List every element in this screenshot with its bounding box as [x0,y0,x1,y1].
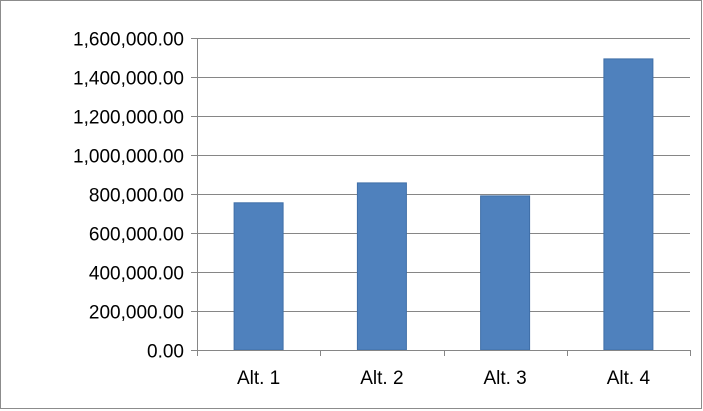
x-tick-label: Alt. 2 [360,368,403,389]
x-tick-label: Alt. 3 [483,368,526,389]
y-tick-label: 600,000.00 [89,225,184,246]
y-tick-label: 1,000,000.00 [73,147,184,168]
axes [191,38,691,356]
bars [233,58,654,351]
y-tick-label: 1,600,000.00 [73,30,184,51]
tick-labels: 0.00 200,000.00 400,000.00 600,000.00 800,00… [73,30,650,390]
y-tick-label: 0.00 [147,342,184,363]
y-tick-label: 1,400,000.00 [73,69,184,90]
x-tick-label: Alt. 4 [607,368,651,389]
y-tick-label: 1,200,000.00 [73,108,184,129]
y-tick-label: 200,000.00 [89,303,184,324]
x-tick-label: Alt. 1 [237,368,280,389]
y-tick-label: 400,000.00 [89,264,184,285]
bar-2 [356,182,407,351]
bar-1 [233,202,284,351]
y-tick-label: 800,000.00 [89,186,184,207]
bar-4 [603,58,654,351]
bar-3 [480,195,531,351]
